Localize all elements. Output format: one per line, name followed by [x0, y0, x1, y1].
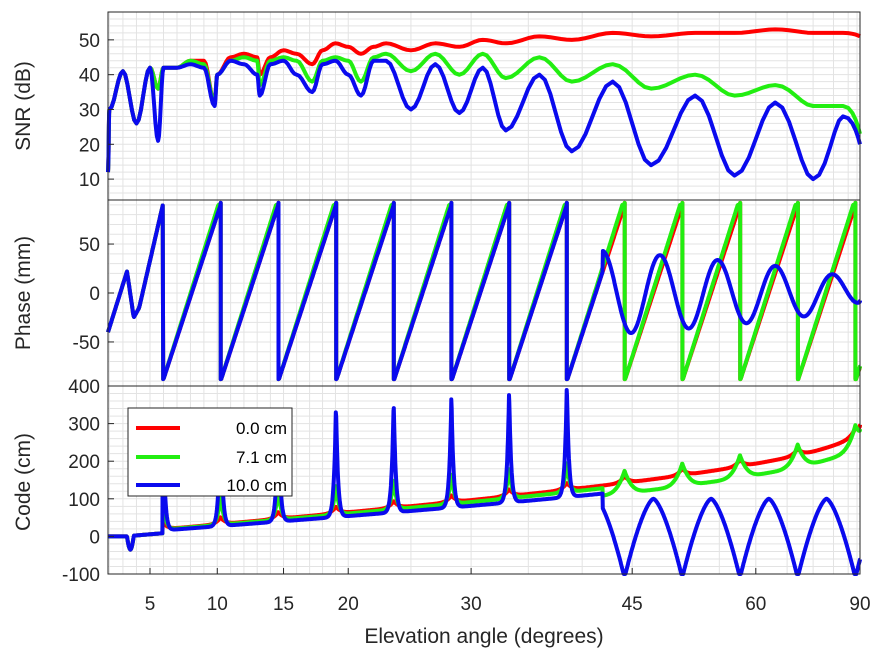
snr-panel: 10 20 30 40 50 SNR (dB): [12, 11, 862, 201]
y-tick-label: 200: [68, 452, 100, 473]
x-tick-label: 15: [273, 594, 294, 615]
code-panel: -100 0 100 200 300 400 Code (cm) 0.0 cm 7.1 c…: [12, 377, 862, 586]
x-tick-label: 20: [338, 594, 359, 615]
y-tick-label: 100: [68, 490, 100, 511]
phase-yticks: -50 0 50: [73, 235, 114, 354]
y-tick-label: 400: [68, 377, 100, 398]
legend-box: [127, 407, 293, 497]
x-tick-label: 90: [849, 594, 870, 615]
y-tick-label: 50: [79, 31, 100, 52]
code-series-blue: [106, 388, 862, 576]
phase-panel: -50 0 50 Phase (mm): [12, 199, 862, 387]
y-tick-label: 10: [79, 170, 100, 191]
y-tick-label: 300: [68, 415, 100, 436]
x-tick-label: 10: [207, 594, 228, 615]
x-tick-label: 45: [622, 594, 643, 615]
y-tick-label: 0: [89, 527, 100, 548]
snr-series-red: [106, 27, 862, 173]
code-ylabel: Code (cm): [12, 433, 35, 531]
code-yticks: -100 0 100 200 300 400: [62, 377, 114, 586]
y-tick-label: -50: [73, 333, 100, 354]
x-tick-label: 5: [145, 594, 156, 615]
y-tick-label: 40: [79, 66, 100, 87]
x-ticks: 5 10 15 20 30 45 60 90: [145, 568, 871, 615]
legend: 0.0 cm 7.1 cm 10.0 cm: [127, 407, 293, 497]
code-axes-box: [107, 385, 861, 575]
snr-series-blue: [106, 58, 862, 182]
y-tick-label: -100: [62, 565, 100, 586]
y-tick-label: 50: [79, 235, 100, 256]
x-tick-label: 60: [745, 594, 766, 615]
phase-grid: [108, 200, 861, 386]
code-series-group: [106, 388, 862, 576]
legend-label-3: 10.0 cm: [227, 476, 287, 495]
y-tick-label: 30: [79, 100, 100, 121]
x-axis-label: Elevation angle (degrees): [364, 625, 603, 648]
legend-label-1: 0.0 cm: [236, 419, 287, 438]
snr-yticks: 10 20 30 40 50: [79, 31, 114, 191]
phase-series-blue: [106, 200, 862, 382]
phase-series-group: [106, 200, 862, 382]
code-series-green: [106, 423, 862, 552]
phase-ylabel: Phase (mm): [12, 236, 35, 350]
snr-ylabel: SNR (dB): [12, 61, 35, 151]
y-tick-label: 0: [89, 284, 100, 305]
y-tick-label: 20: [79, 135, 100, 156]
x-tick-label: 30: [461, 594, 482, 615]
snr-series-group: [106, 27, 862, 182]
legend-label-2: 7.1 cm: [236, 448, 287, 467]
